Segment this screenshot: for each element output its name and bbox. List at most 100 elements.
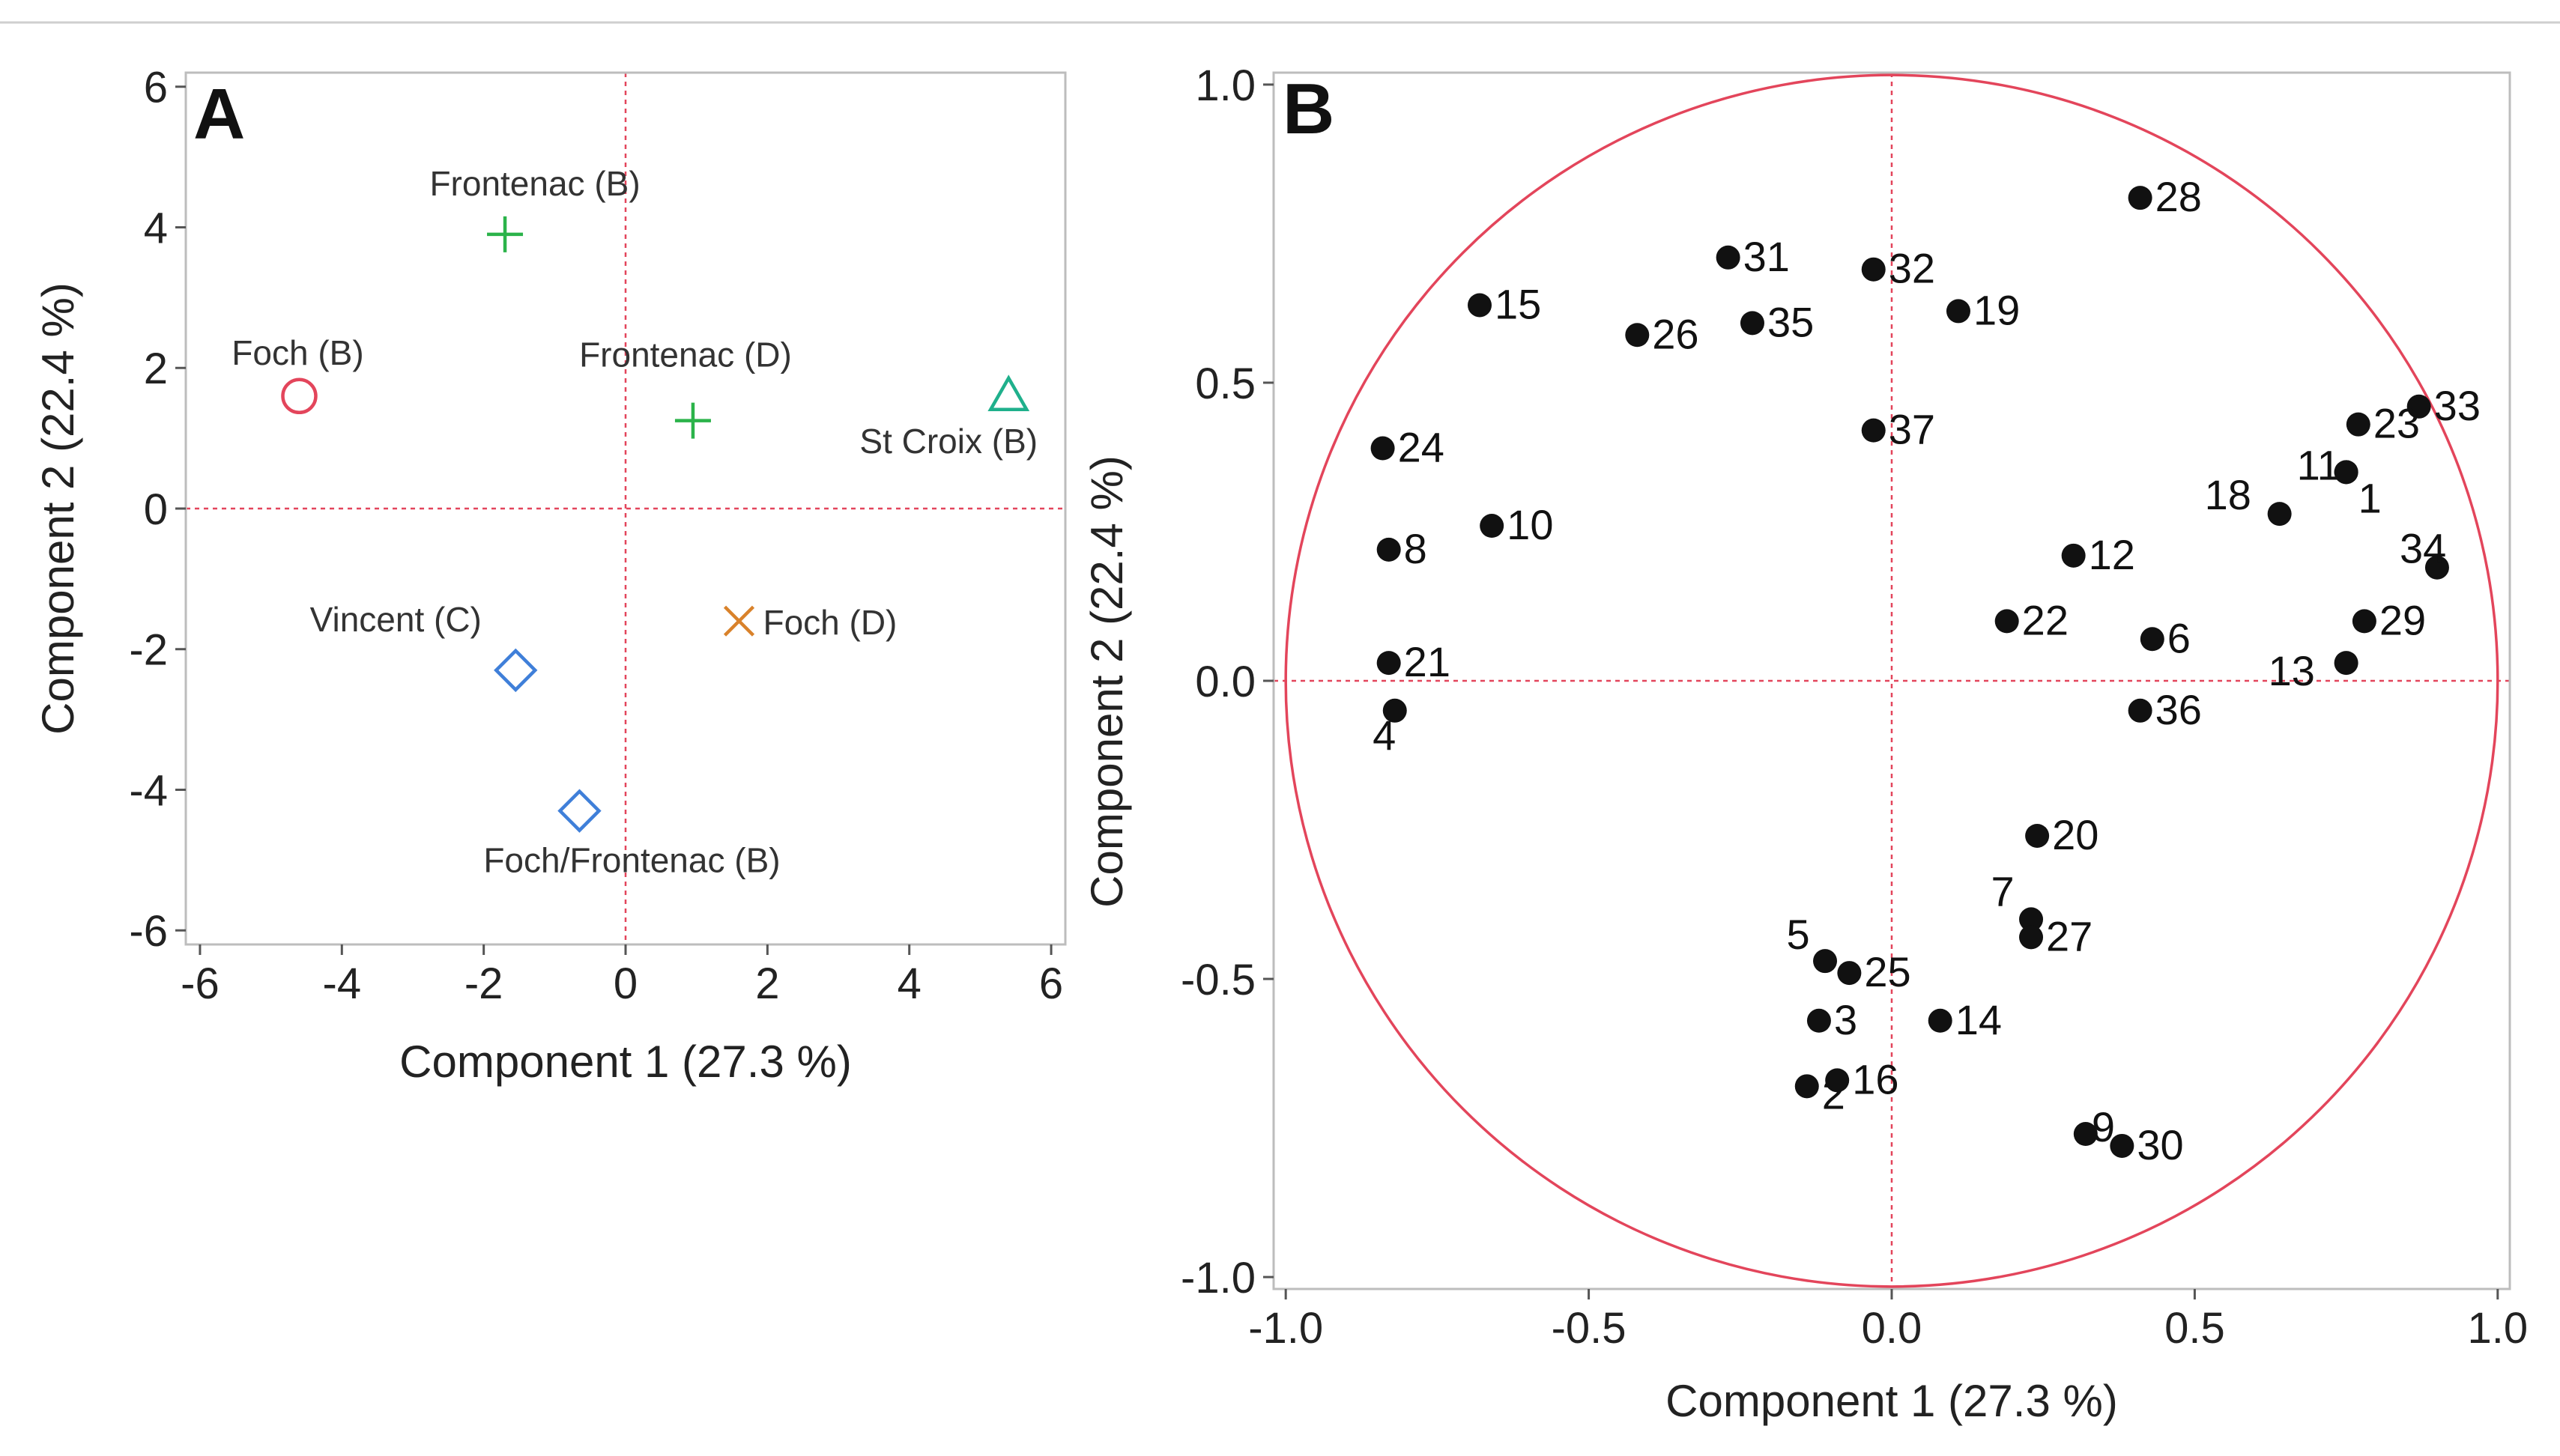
panel-b-point: 8 (1376, 525, 1427, 572)
panel-b-x-axis-title: Component 1 (27.3 %) (1665, 1376, 2118, 1426)
point-dot (1716, 245, 1740, 270)
panel-a-y-axis-title: Component 2 (22.4 %) (33, 282, 83, 735)
panel-a-marks: Frontenac (B) Frontenac (D) Foch (B) St Cro… (232, 164, 1038, 880)
panel-a-x-tick-label: -4 (323, 959, 362, 1008)
panel-b-y-tick-label: -1.0 (1181, 1254, 1256, 1302)
point-label: 33 (2434, 382, 2481, 429)
panel-a-x-tick-label: 2 (755, 959, 779, 1008)
panel-b-point: 7 (1991, 867, 2044, 932)
panel-a-point: Foch (B) (232, 333, 364, 415)
panel-b-point: 28 (2128, 173, 2202, 220)
point-label: 7 (1991, 867, 2014, 914)
panel-b-point: 15 (1468, 280, 1541, 327)
point-label: 1 (2358, 474, 2382, 521)
point-label: St Croix (B) (859, 422, 1038, 461)
panel-a-y-tick-label: 4 (144, 204, 168, 252)
point-dot (1740, 311, 1764, 336)
panel-a-y-tick-label: -4 (129, 766, 168, 815)
circle-marker (281, 377, 318, 415)
panel-a-y-tick-label: 0 (144, 485, 168, 534)
point-dot (1946, 299, 1970, 324)
panel-b-x-tick-label: -1.0 (1248, 1304, 1323, 1353)
point-label: 34 (2400, 525, 2446, 572)
panel-b-point: 22 (1994, 596, 2069, 643)
point-label: 4 (1373, 712, 1396, 759)
point-label: 5 (1786, 911, 1809, 958)
panel-b-y-axis-title: Component 2 (22.4 %) (1082, 455, 1132, 908)
panel-a-x-tick-label: 4 (898, 959, 922, 1008)
panel-a-x-tick-label: 6 (1039, 959, 1063, 1008)
panel-b-point: 13 (2269, 647, 2358, 694)
panel-a-y-tick-label: 6 (144, 64, 168, 112)
point-label: Frontenac (B) (429, 164, 640, 203)
point-label: Foch (D) (763, 603, 897, 642)
diamond-marker (494, 648, 538, 693)
panel-b-point: 26 (1625, 310, 1699, 357)
panel-b-point: 6 (2140, 614, 2191, 661)
panel-a-point: Foch/Frontenac (B) (483, 789, 781, 880)
panel-b-point: 10 (1480, 501, 1553, 548)
panel-b-point: 32 (1861, 245, 1935, 292)
panel-b-point: 4 (1373, 698, 1407, 759)
panel-b-y-tick-label: 1.0 (1195, 61, 1256, 110)
point-label: 24 (1398, 424, 1444, 471)
point-label: 18 (2205, 471, 2251, 518)
point-label: 23 (2373, 400, 2420, 447)
panel-a-point: Frontenac (D) (579, 336, 792, 439)
point-dot (2019, 907, 2044, 932)
panel-a-x-tick-label: -6 (181, 959, 220, 1008)
panel-a-x-axis-title: Component 1 (27.3 %) (399, 1037, 852, 1087)
point-label: Foch (B) (232, 333, 363, 372)
panel-b-y-tick-label: 0.5 (1195, 360, 1256, 408)
plus-marker (674, 402, 711, 439)
point-dot (2110, 1133, 2134, 1158)
point-label: 3 (1834, 996, 1857, 1043)
point-dot (2424, 555, 2449, 580)
point-label: 8 (1404, 525, 1427, 572)
panel-b-point: 35 (1740, 298, 1814, 345)
point-label: 22 (2022, 596, 2069, 643)
panel-b-point: 30 (2110, 1121, 2184, 1168)
panel-a-x-tick-label: -2 (465, 959, 503, 1008)
panel-b-x-tick-label: -0.5 (1552, 1304, 1627, 1353)
point-dot (2346, 412, 2370, 437)
point-dot (2128, 698, 2152, 723)
point-dot (1806, 1008, 1831, 1033)
point-dot (1382, 698, 1407, 723)
panel-b-letter: B (1283, 69, 1334, 149)
panel-b-point: 12 (2061, 531, 2135, 578)
point-dot (2025, 823, 2050, 848)
panel-b-point: 18 (2205, 471, 2292, 527)
panel-a-point: Vincent (C) (310, 600, 538, 693)
point-label: 37 (1889, 406, 1935, 453)
point-label: 25 (1864, 948, 1910, 995)
point-dot (1625, 323, 1650, 348)
point-label: 15 (1495, 280, 1541, 327)
panel-b-point: 31 (1716, 233, 1790, 280)
point-dot (1370, 436, 1395, 461)
point-label: Vincent (C) (310, 600, 482, 639)
point-dot (2334, 460, 2358, 485)
point-label: 16 (1852, 1055, 1898, 1102)
point-label: 26 (1652, 310, 1698, 357)
panel-b-point: 20 (2025, 811, 2098, 858)
panel-b-point: 23 (2346, 400, 2420, 447)
panel-b-point: 27 (2019, 912, 2093, 959)
point-dot (1861, 418, 1886, 443)
point-label: 35 (1767, 298, 1814, 345)
panel-b-point: 21 (1376, 638, 1450, 685)
panel-b-x-tick-label: 0.5 (2164, 1304, 2225, 1353)
panel-a-x-tick-label: 0 (614, 959, 638, 1008)
point-dot (1480, 514, 1504, 539)
panel-b-point: 36 (2128, 686, 2202, 733)
triangle-marker (987, 374, 1030, 412)
point-dot (1376, 651, 1401, 676)
panel-b-point: 9 (2073, 1103, 2115, 1150)
point-dot (2019, 925, 2044, 950)
point-dot (1994, 609, 2019, 634)
panel-b-point: 1 (2334, 460, 2382, 521)
point-label: 32 (1889, 245, 1935, 292)
panel-b-x-tick-label: 1.0 (2468, 1304, 2529, 1353)
diamond-marker (557, 789, 602, 833)
